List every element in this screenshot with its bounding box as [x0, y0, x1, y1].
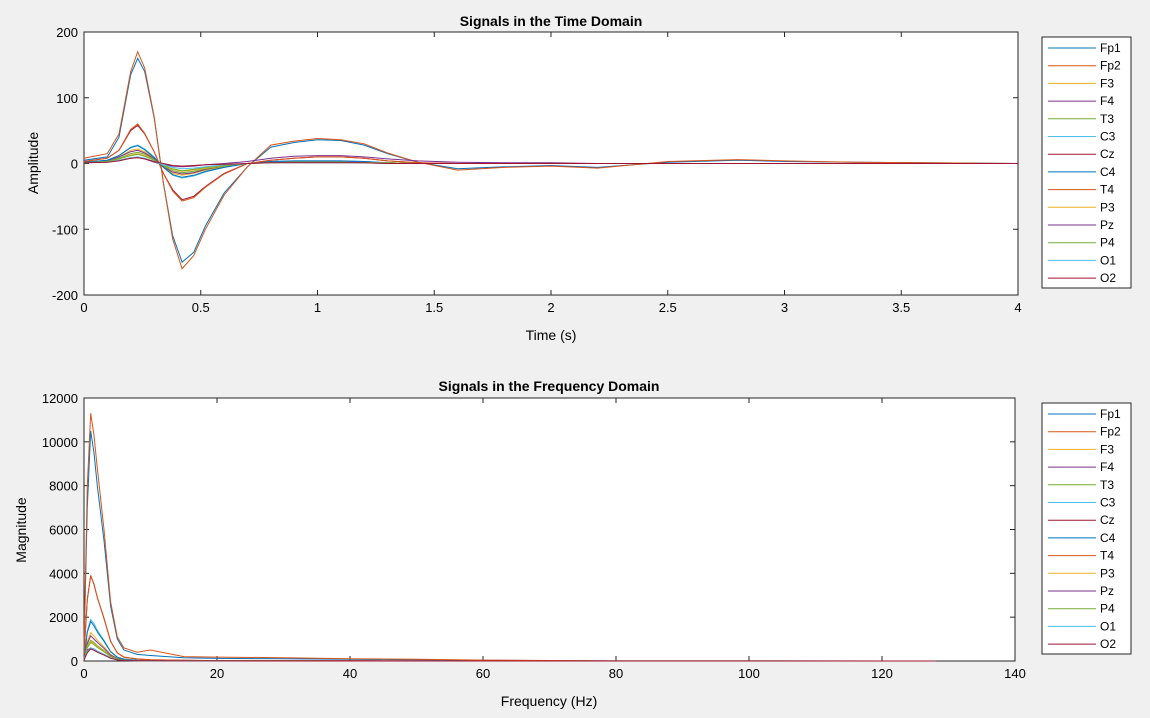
frequency-domain-axes-box: [83, 397, 1016, 662]
time-domain-xtick-label: 3.5: [892, 300, 910, 315]
legend-label-o1: O1: [1100, 253, 1116, 267]
time-domain-xlabel: Time (s): [526, 327, 577, 343]
time-domain-series-o2: [83, 157, 1018, 167]
frequency-domain-ytick-label: 8000: [49, 479, 78, 494]
time-domain-xtick-label: 0.5: [192, 300, 210, 315]
legend-label-o2: O2: [1100, 637, 1116, 651]
frequency-domain-ytick-label: 4000: [49, 566, 78, 581]
frequency-domain-ytick-label: 6000: [49, 523, 78, 538]
time-domain-series: [83, 50, 1019, 270]
frequency-domain-xtick-label: 20: [210, 666, 224, 681]
legend-label-cz: Cz: [1100, 513, 1115, 527]
frequency-domain-ytick-label: 0: [71, 654, 78, 669]
frequency-domain-xtick-label: 60: [476, 666, 490, 681]
legend-label-f4: F4: [1100, 460, 1114, 474]
legend-label-p4: P4: [1100, 602, 1115, 616]
legend-label-t3: T3: [1100, 478, 1114, 492]
legend-label-cz: Cz: [1100, 147, 1115, 161]
frequency-domain-xlabel: Frequency (Hz): [501, 693, 597, 709]
time-domain-ytick-label: -100: [52, 222, 78, 237]
frequency-domain-ylabel: Magnitude: [13, 497, 29, 563]
frequency-domain-ytick-label: 10000: [42, 435, 78, 450]
legend-label-fp1: Fp1: [1100, 41, 1121, 55]
frequency-domain-series-fp2: [83, 413, 936, 662]
time-domain-ytick-label: 200: [56, 25, 78, 40]
legend-label-c3: C3: [1100, 130, 1116, 144]
time-domain-chart: Signals in the Time Domain Time (s) Ampl…: [25, 13, 1132, 343]
frequency-domain-xtick-label: 120: [871, 666, 893, 681]
time-domain-xtick-label: 0: [80, 300, 87, 315]
legend-label-c4: C4: [1100, 531, 1116, 545]
time-domain-ytick-label: 0: [71, 157, 78, 172]
frequency-domain-ytick-label: 2000: [49, 610, 78, 625]
time-domain-xtick-label: 1.5: [425, 300, 443, 315]
legend-label-f3: F3: [1100, 76, 1114, 90]
time-domain-legend: [1041, 36, 1132, 289]
legend-label-f4: F4: [1100, 94, 1114, 108]
legend-label-o1: O1: [1100, 619, 1116, 633]
legend-label-t4: T4: [1100, 549, 1114, 563]
legend-label-fp1: Fp1: [1100, 407, 1121, 421]
time-domain-xtick-label: 1: [314, 300, 321, 315]
frequency-domain-xtick-label: 100: [738, 666, 760, 681]
time-domain-xtick-label: 3: [781, 300, 788, 315]
legend-label-c4: C4: [1100, 165, 1116, 179]
frequency-domain-legend-items: Fp1 Fp2 F3 F4 T3 C3 Cz C4 T4 P3 Pz P4 O1 O2: [1048, 407, 1121, 651]
legend-label-c3: C3: [1100, 496, 1116, 510]
legend-label-p4: P4: [1100, 236, 1115, 250]
time-domain-xtick-label: 2: [547, 300, 554, 315]
legend-label-t4: T4: [1100, 183, 1114, 197]
legend-label-p3: P3: [1100, 200, 1115, 214]
legend-label-t3: T3: [1100, 112, 1114, 126]
frequency-domain-series-o2: [83, 648, 936, 662]
legend-label-p3: P3: [1100, 566, 1115, 580]
time-domain-xtick-label: 2.5: [659, 300, 677, 315]
legend-label-pz: Pz: [1100, 218, 1114, 232]
legend-label-pz: Pz: [1100, 584, 1114, 598]
frequency-domain-xtick-label: 80: [609, 666, 623, 681]
time-domain-ytick-label: -200: [52, 288, 78, 303]
frequency-domain-chart: Signals in the Frequency Domain Frequenc…: [13, 378, 1132, 709]
frequency-domain-ytick-label: 12000: [42, 391, 78, 406]
time-domain-ylabel: Amplitude: [25, 132, 41, 194]
legend-label-f3: F3: [1100, 442, 1114, 456]
time-domain-xtick-label: 4: [1014, 300, 1021, 315]
frequency-domain-series: [83, 413, 936, 662]
frequency-domain-xtick-label: 40: [343, 666, 357, 681]
time-domain-ticks: 0 0.5 1 1.5 2 2.5 3 3.5 4 -200 -100 0 100 200: [52, 25, 1022, 315]
time-domain-legend-items: Fp1 Fp2 F3 F4 T3 C3 Cz C4 T4 P3 Pz P4 O1 O2: [1048, 41, 1121, 285]
time-domain-series-fp1: [83, 57, 1019, 263]
frequency-domain-xtick-label: 0: [80, 666, 87, 681]
frequency-domain-ticks: 0 20 40 60 80 100 120 140 0 2000 4000 6000 8000 10000…: [42, 391, 1026, 681]
legend-label-fp2: Fp2: [1100, 59, 1121, 73]
time-domain-ytick-label: 100: [56, 91, 78, 106]
frequency-domain-legend: [1041, 402, 1132, 655]
legend-label-o2: O2: [1100, 271, 1116, 285]
frequency-domain-xtick-label: 140: [1004, 666, 1026, 681]
time-domain-title: Signals in the Time Domain: [460, 13, 643, 29]
time-domain-series-fp2: [83, 50, 1019, 270]
frequency-domain-title: Signals in the Frequency Domain: [439, 378, 660, 394]
legend-label-fp2: Fp2: [1100, 425, 1121, 439]
